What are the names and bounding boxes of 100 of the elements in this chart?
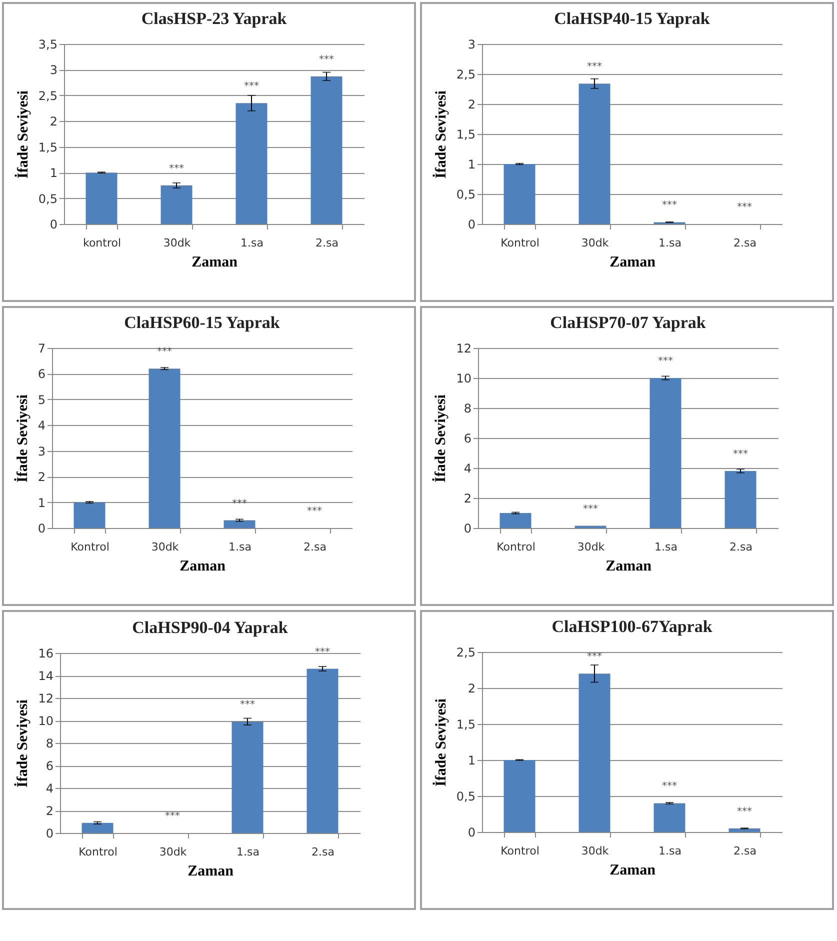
x-tick-label: Kontrol bbox=[500, 236, 540, 250]
bar bbox=[160, 185, 192, 224]
annotation: *** bbox=[658, 356, 673, 367]
y-tick-label: 2,5 bbox=[456, 68, 476, 82]
x-axis-title: Zaman bbox=[606, 558, 652, 574]
y-axis-title: İfade Seviyesi bbox=[432, 90, 450, 178]
bar bbox=[236, 103, 268, 224]
x-tick-label: 30dk bbox=[577, 540, 606, 554]
y-tick-label: 1 bbox=[468, 754, 476, 768]
x-tick-label: Kontrol bbox=[70, 540, 110, 554]
x-tick-label: 1.sa bbox=[236, 846, 260, 858]
y-tick-label: 8 bbox=[464, 402, 472, 416]
bar bbox=[500, 513, 532, 528]
y-tick-label: 0 bbox=[468, 218, 476, 232]
x-tick-label: 2.sa bbox=[734, 844, 756, 858]
x-axis-title: Zaman bbox=[610, 862, 656, 878]
bar bbox=[724, 471, 756, 528]
x-tick-label: 2.sa bbox=[312, 846, 334, 858]
y-tick-label: 1 bbox=[468, 158, 476, 172]
x-tick-label: 2.sa bbox=[316, 236, 338, 250]
x-tick-label: 30dk bbox=[581, 236, 610, 250]
x-tick-label: 30dk bbox=[151, 540, 180, 554]
chart-title: ClaHSP60-15 Yaprak bbox=[124, 313, 280, 332]
bar bbox=[578, 84, 610, 224]
bar bbox=[728, 828, 760, 832]
x-tick-label: 1.sa bbox=[240, 236, 264, 250]
y-tick-label: 0 bbox=[50, 218, 58, 232]
y-tick-label: 16 bbox=[38, 646, 54, 660]
x-tick-label: 2.sa bbox=[734, 236, 756, 250]
bar bbox=[82, 822, 114, 833]
y-tick-label: 6 bbox=[38, 367, 46, 382]
y-tick-label: 1,5 bbox=[456, 128, 476, 142]
x-tick-label: 2.sa bbox=[304, 540, 326, 554]
y-tick-label: 2 bbox=[38, 470, 46, 484]
annotation: *** bbox=[307, 506, 322, 517]
annotation: *** bbox=[232, 498, 247, 510]
bar bbox=[578, 674, 610, 832]
annotation: *** bbox=[583, 504, 598, 515]
x-tick-label: 1.sa bbox=[228, 540, 252, 554]
chart-title: ClaHSP90-04 Yaprak bbox=[132, 618, 288, 637]
annotation: *** bbox=[733, 449, 748, 460]
x-tick-label: 30dk bbox=[163, 236, 192, 250]
y-tick-label: 3,5 bbox=[38, 38, 58, 52]
chart-title: ClaHSP40-15 Yaprak bbox=[554, 9, 710, 28]
y-tick-label: 8 bbox=[46, 736, 54, 750]
x-tick-label: 2.sa bbox=[730, 540, 752, 554]
bar bbox=[310, 76, 342, 224]
y-tick-label: 2 bbox=[468, 98, 476, 112]
y-tick-label: 1,5 bbox=[456, 718, 476, 732]
annotation: *** bbox=[587, 652, 602, 663]
y-tick-label: 2,5 bbox=[456, 646, 476, 660]
annotation: *** bbox=[169, 163, 184, 174]
annotation: *** bbox=[244, 81, 259, 92]
bar bbox=[86, 172, 118, 224]
y-axis-title: İfade Seviyesi bbox=[432, 698, 450, 786]
bar bbox=[74, 502, 106, 528]
annotation: *** bbox=[319, 54, 334, 66]
x-tick-label: 1.sa bbox=[658, 236, 682, 250]
y-tick-label: 2 bbox=[50, 114, 58, 129]
y-tick-label: 0,5 bbox=[38, 192, 58, 206]
y-tick-label: 4 bbox=[464, 462, 472, 476]
bar bbox=[232, 722, 264, 833]
y-tick-label: 0 bbox=[46, 826, 54, 840]
y-tick-label: 1 bbox=[50, 166, 58, 180]
x-tick-label: 1.sa bbox=[658, 844, 682, 858]
y-tick-label: 0 bbox=[38, 522, 46, 536]
y-tick-label: 10 bbox=[38, 714, 54, 728]
annotation: *** bbox=[315, 646, 330, 658]
x-tick-label: 30dk bbox=[581, 844, 610, 858]
x-tick-label: kontrol bbox=[82, 236, 122, 250]
bar bbox=[654, 803, 686, 832]
x-tick-label: Kontrol bbox=[496, 540, 536, 554]
y-tick-label: 12 bbox=[38, 692, 54, 706]
y-tick-label: 1 bbox=[38, 496, 46, 510]
bar bbox=[504, 760, 536, 832]
bar bbox=[306, 668, 338, 833]
annotation: *** bbox=[662, 781, 677, 792]
y-tick-label: 3 bbox=[468, 38, 476, 52]
y-tick-label: 2 bbox=[468, 682, 476, 696]
x-tick-label: 1.sa bbox=[654, 540, 678, 554]
y-tick-label: 7 bbox=[38, 342, 46, 356]
x-axis-title: Zaman bbox=[192, 254, 238, 270]
y-tick-label: 0 bbox=[468, 826, 476, 840]
y-tick-label: 2 bbox=[464, 492, 472, 506]
y-tick-label: 6 bbox=[464, 432, 472, 446]
y-tick-label: 2 bbox=[46, 804, 54, 818]
annotation: *** bbox=[737, 202, 752, 213]
x-tick-label: Kontrol bbox=[78, 846, 118, 858]
x-axis-title: Zaman bbox=[610, 254, 656, 270]
y-tick-label: 4 bbox=[46, 782, 54, 796]
y-tick-label: 4 bbox=[38, 418, 46, 433]
y-tick-label: 1,5 bbox=[38, 140, 58, 154]
y-tick-label: 10 bbox=[456, 372, 472, 386]
y-tick-label: 0,5 bbox=[456, 790, 476, 804]
y-axis-title: İfade Seviyesi bbox=[432, 394, 450, 482]
chart-title: ClaHSP70-07 Yaprak bbox=[550, 313, 706, 332]
y-tick-label: 2,5 bbox=[38, 88, 58, 103]
y-axis-title: İfade Seviyesi bbox=[14, 700, 32, 788]
annotation: *** bbox=[737, 806, 752, 818]
annotation: *** bbox=[587, 62, 602, 73]
